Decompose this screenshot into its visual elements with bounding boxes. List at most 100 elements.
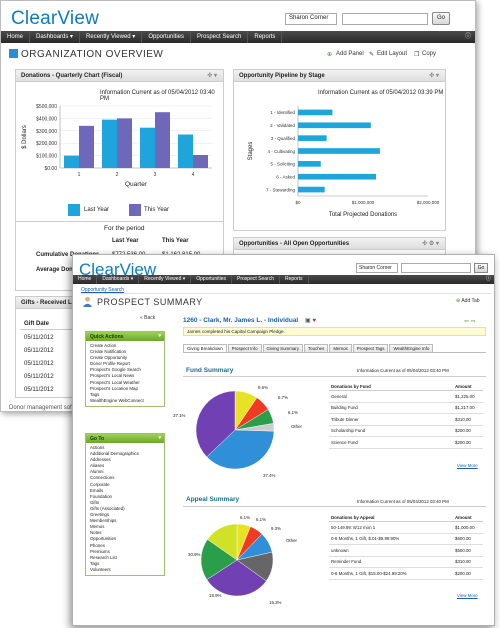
add-panel-button[interactable]: Add Panel [336,51,364,57]
sidebar-link[interactable]: Gifts (Associated) [90,505,125,511]
fund-summary-title: Fund Summary [186,367,234,374]
sidebar-link[interactable]: Gifts [90,499,100,505]
y-tick-label: $0.00 [44,166,57,172]
sidebar-link[interactable]: Research List [90,554,117,560]
move-icon[interactable]: ✣ ▾ [429,73,439,79]
tab-wealthengine-info[interactable]: WealthEngine Info [389,344,434,352]
appeal-pie-chart [200,523,274,597]
search-input[interactable] [401,263,471,273]
nav-reports[interactable]: Reports [280,275,309,284]
sidebar-link[interactable]: Donor Profile Report [90,361,131,367]
quick-actions-header[interactable]: Quick Actions ▾ [86,332,164,341]
sidebar-link[interactable]: Addresses [90,457,111,463]
breadcrumb[interactable]: Opportunity Search [81,287,125,293]
tab-giving-breakdown[interactable]: Giving Breakdown [183,344,227,352]
nav-dashboards[interactable]: Dashboards ▾ [97,275,140,284]
pie-slice [207,523,238,561]
prev-next-arrows[interactable]: ⇦ ⇨ [464,318,476,325]
info-current: Information Current as of 05/04/2012 03:… [318,90,444,96]
tab-touches[interactable]: Touches [303,344,329,352]
clearview-logo[interactable]: ClearView [11,8,100,29]
sidebar-link[interactable]: Opportunities [90,536,117,542]
fund-view-more-link[interactable]: View More [457,463,478,468]
sidebar-link[interactable]: Prospect's Local News [90,373,135,379]
stage-label: 6 - Asked [276,175,295,180]
stage-label: 5 - Soliciting [270,162,295,167]
sidebar-link[interactable]: Prospect's Google Search [90,367,141,373]
sidebar-link[interactable]: Notes [90,530,102,536]
sidebar-link[interactable]: Tags [90,391,100,397]
move-icon[interactable]: ✣ ▾ [207,73,217,79]
nav-prospect-search[interactable]: Prospect Search [191,31,249,43]
tab-memos[interactable]: Memos [329,344,352,352]
help-icon[interactable]: ⓘ [485,276,491,282]
panel-header: Gifts - Received L [16,297,84,309]
tab-prospect-tags[interactable]: Prospect Tags [352,344,389,352]
nav-reports[interactable]: Reports [248,31,283,43]
sidebar-link[interactable]: Corporate [90,481,110,487]
tab-prospect-info[interactable]: Prospect Info [227,344,262,352]
back-button[interactable]: « Back [140,315,156,321]
edit-layout-icon[interactable]: ✎ [369,52,375,58]
panel-header: Opportunity Pipeline by Stage ✣ ▾ [234,70,445,82]
appeal-view-more-link[interactable]: View More [457,593,478,598]
page-title: ORGANIZATION OVERVIEW [21,49,164,60]
sidebar-link[interactable]: Connections [90,475,115,481]
panel-title: Donations - Quarterly Chart (Fiscal) [21,73,123,79]
prev-arrow-icon: ⇦ [464,319,470,325]
nav-opportunities[interactable]: Opportunities [142,31,191,43]
prospect-name[interactable]: 1260 - Clark, Mr. James L. - Individual [183,317,299,324]
sidebar-link[interactable]: Phones [90,542,105,548]
sidebar-link[interactable]: Prospect's Location Map [90,385,138,391]
sidebar-link[interactable]: Greetings [90,512,110,518]
add-panel-icon[interactable]: ⊕ [327,52,333,58]
user-select[interactable]: Sharon Corner [285,13,337,25]
nav-dashboards[interactable]: Dashboards ▾ [30,31,81,43]
sidebar-link[interactable]: Create Action [90,343,117,348]
sidebar-link[interactable]: Emails [90,487,104,493]
nav-recently-viewed[interactable]: Recently Viewed ▾ [80,31,143,43]
nav-recently-viewed[interactable]: Recently Viewed ▾ [139,275,192,284]
stage-label: 3 - Qualified [271,136,296,141]
pie-label: 6.7% [278,395,289,400]
sidebar-link[interactable]: Prospect's Local Weather [90,379,140,385]
flag-icons[interactable]: ▣ ♥ [305,317,316,324]
add-tab-button[interactable]: ⊕ Add Tab [456,298,480,304]
sidebar-link[interactable]: Volunteers [90,566,111,572]
go-to-header[interactable]: Go To ▾ [86,434,164,443]
sidebar-link[interactable]: Create Notification [90,349,127,355]
go-button[interactable]: Go [474,263,488,273]
search-input[interactable] [342,13,428,25]
nav-opportunities[interactable]: Opportunities [191,275,233,284]
sidebar-link[interactable]: Foundation [90,493,112,499]
sidebar-link[interactable]: Tags [90,560,100,566]
pie-label: 37.4% [263,473,276,478]
edit-layout-button[interactable]: Edit Layout [377,51,408,57]
help-icon[interactable]: ⓘ [464,34,471,40]
copy-icon[interactable]: ❐ [414,52,420,58]
y-tick-label: $200,000 [36,141,57,147]
sidebar-link[interactable]: WealthEngine WebConnect [90,397,144,403]
gift-date: 05/11/2012 [24,387,54,393]
sidebar-link[interactable]: Memberships [90,518,117,524]
col-this-year: This Year [162,238,189,244]
nav-home[interactable]: Home [1,31,31,43]
sidebar-link[interactable]: Create Opportunity [90,355,128,361]
bar-last-year [178,134,193,168]
go-button[interactable]: Go [432,12,450,25]
sidebar-link[interactable]: Alumni [90,469,104,475]
bar-this-year [79,125,94,168]
sidebar-link[interactable]: Premiums [90,548,110,554]
settings-icon[interactable]: ✣ ⚙ ▾ [422,241,439,247]
panel-header: Donations - Quarterly Chart (Fiscal) ✣ ▾ [16,70,223,82]
sidebar-link[interactable]: Memos [90,524,105,530]
nav-prospect-search[interactable]: Prospect Search [232,275,280,284]
copy-button[interactable]: Copy [422,51,437,57]
sidebar-link[interactable]: Actions [90,445,105,450]
tab-giving-summary[interactable]: Giving Summary [262,344,303,352]
user-select[interactable]: Sharon Corner [356,263,398,273]
sidebar-link[interactable]: Aliases [90,463,105,469]
sidebar-link[interactable]: Additional Demographics [90,451,139,457]
clearview-logo[interactable]: ClearView [79,260,157,279]
nav-home[interactable]: Home [73,275,98,284]
